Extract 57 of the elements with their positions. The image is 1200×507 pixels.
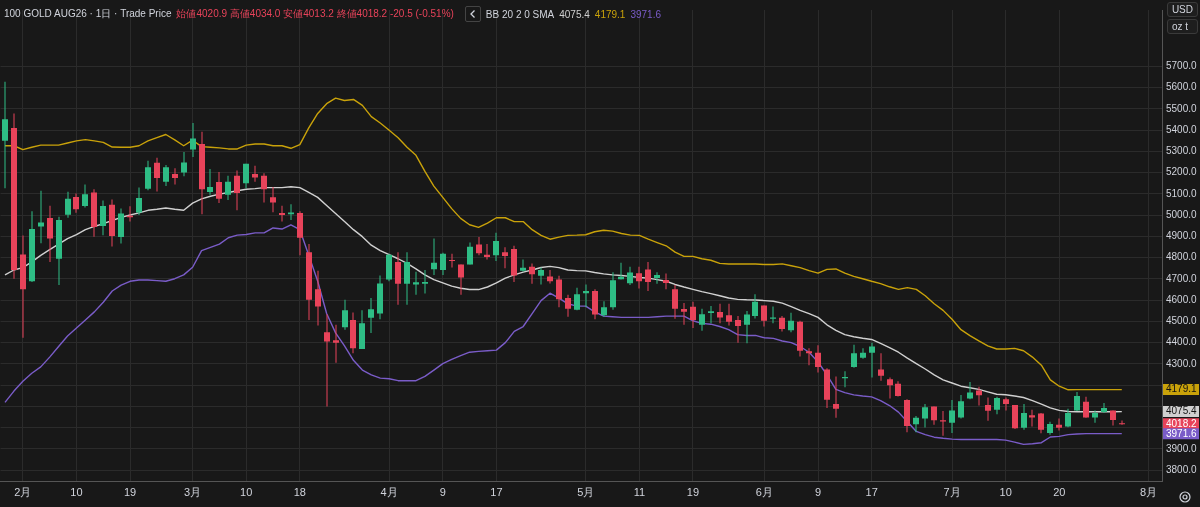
- y-tick-label: 5600.0: [1166, 81, 1198, 93]
- chart-subtitle: 始値4020.9 高値4034.0 安値4013.2 終値4018.2 -20.5 (-0.51%): [176, 7, 454, 21]
- y-tick-label: 4500.0: [1166, 315, 1198, 327]
- x-tick-label: 9: [814, 486, 822, 499]
- x-tick-label: 5月: [577, 486, 595, 499]
- candlestick: [413, 271, 419, 295]
- candlestick: [583, 284, 589, 308]
- x-tick-label: 2月: [14, 486, 32, 499]
- annotation: 3971.6: [630, 8, 662, 20]
- annotation: 4179.1: [594, 8, 626, 20]
- x-tick-label: 18: [293, 486, 306, 499]
- x-tick-label: 17: [865, 486, 878, 499]
- y-tick-label: 5100.0: [1166, 187, 1198, 199]
- y-tick-label: 5300.0: [1166, 145, 1198, 157]
- candlestick: [38, 190, 44, 244]
- y-tick-label: 5500.0: [1166, 102, 1198, 114]
- y-tick-label: 3900.0: [1166, 442, 1198, 454]
- candlestick: [333, 324, 339, 363]
- x-tick-label: 19: [123, 486, 137, 499]
- x-tick-label: 17: [490, 486, 503, 499]
- x-tick-label: 10: [999, 486, 1012, 499]
- text: oz t: [1166, 19, 1198, 34]
- x-tick-label: 19: [686, 486, 700, 499]
- annotation: 3971.6: [1166, 427, 1198, 439]
- annotation: 4075.4: [559, 8, 590, 20]
- x-tick-label: 10: [240, 486, 253, 499]
- y-tick-label: 3800.0: [1166, 463, 1198, 475]
- y-tick-label: 4400.0: [1166, 336, 1198, 348]
- annotation: 4075.4: [1166, 405, 1198, 417]
- y-tick-label: 4900.0: [1166, 230, 1198, 242]
- y-tick-label: 4300.0: [1166, 357, 1198, 369]
- x-tick-label: 9: [439, 486, 446, 499]
- y-tick-label: 4600.0: [1166, 293, 1198, 305]
- x-tick-label: 7月: [943, 486, 961, 499]
- annotation: 4018.2: [1166, 417, 1198, 429]
- y-tick-label: 5000.0: [1166, 208, 1198, 220]
- x-tick-label: 6月: [755, 486, 773, 499]
- x-tick-label: 3月: [184, 486, 202, 499]
- candlestick: [422, 270, 428, 294]
- x-tick-label: 4月: [380, 486, 398, 499]
- candlestick: [833, 376, 839, 418]
- x-tick-label: 20: [1053, 486, 1066, 499]
- y-tick-label: 5700.0: [1166, 60, 1198, 72]
- annotation: 4179.1: [1166, 383, 1198, 395]
- chart-title: 100 GOLD AUG26 · 1日 · Trade Price: [4, 7, 172, 21]
- x-tick-label: 10: [70, 486, 83, 499]
- y-tick-label: 4700.0: [1166, 272, 1198, 284]
- y-tick-label: 5200.0: [1166, 166, 1198, 178]
- candlestick: [324, 314, 330, 407]
- x-tick-label: 8月: [1140, 486, 1158, 499]
- annotation: BB 20 2 0 SMA: [485, 8, 555, 20]
- text: USD: [1166, 2, 1198, 17]
- x-tick-label: 11: [633, 486, 646, 499]
- y-tick-label: 4800.0: [1166, 251, 1198, 263]
- candlestick: [1119, 420, 1125, 425]
- candlestick: [842, 371, 848, 388]
- y-tick-label: 5400.0: [1166, 123, 1198, 135]
